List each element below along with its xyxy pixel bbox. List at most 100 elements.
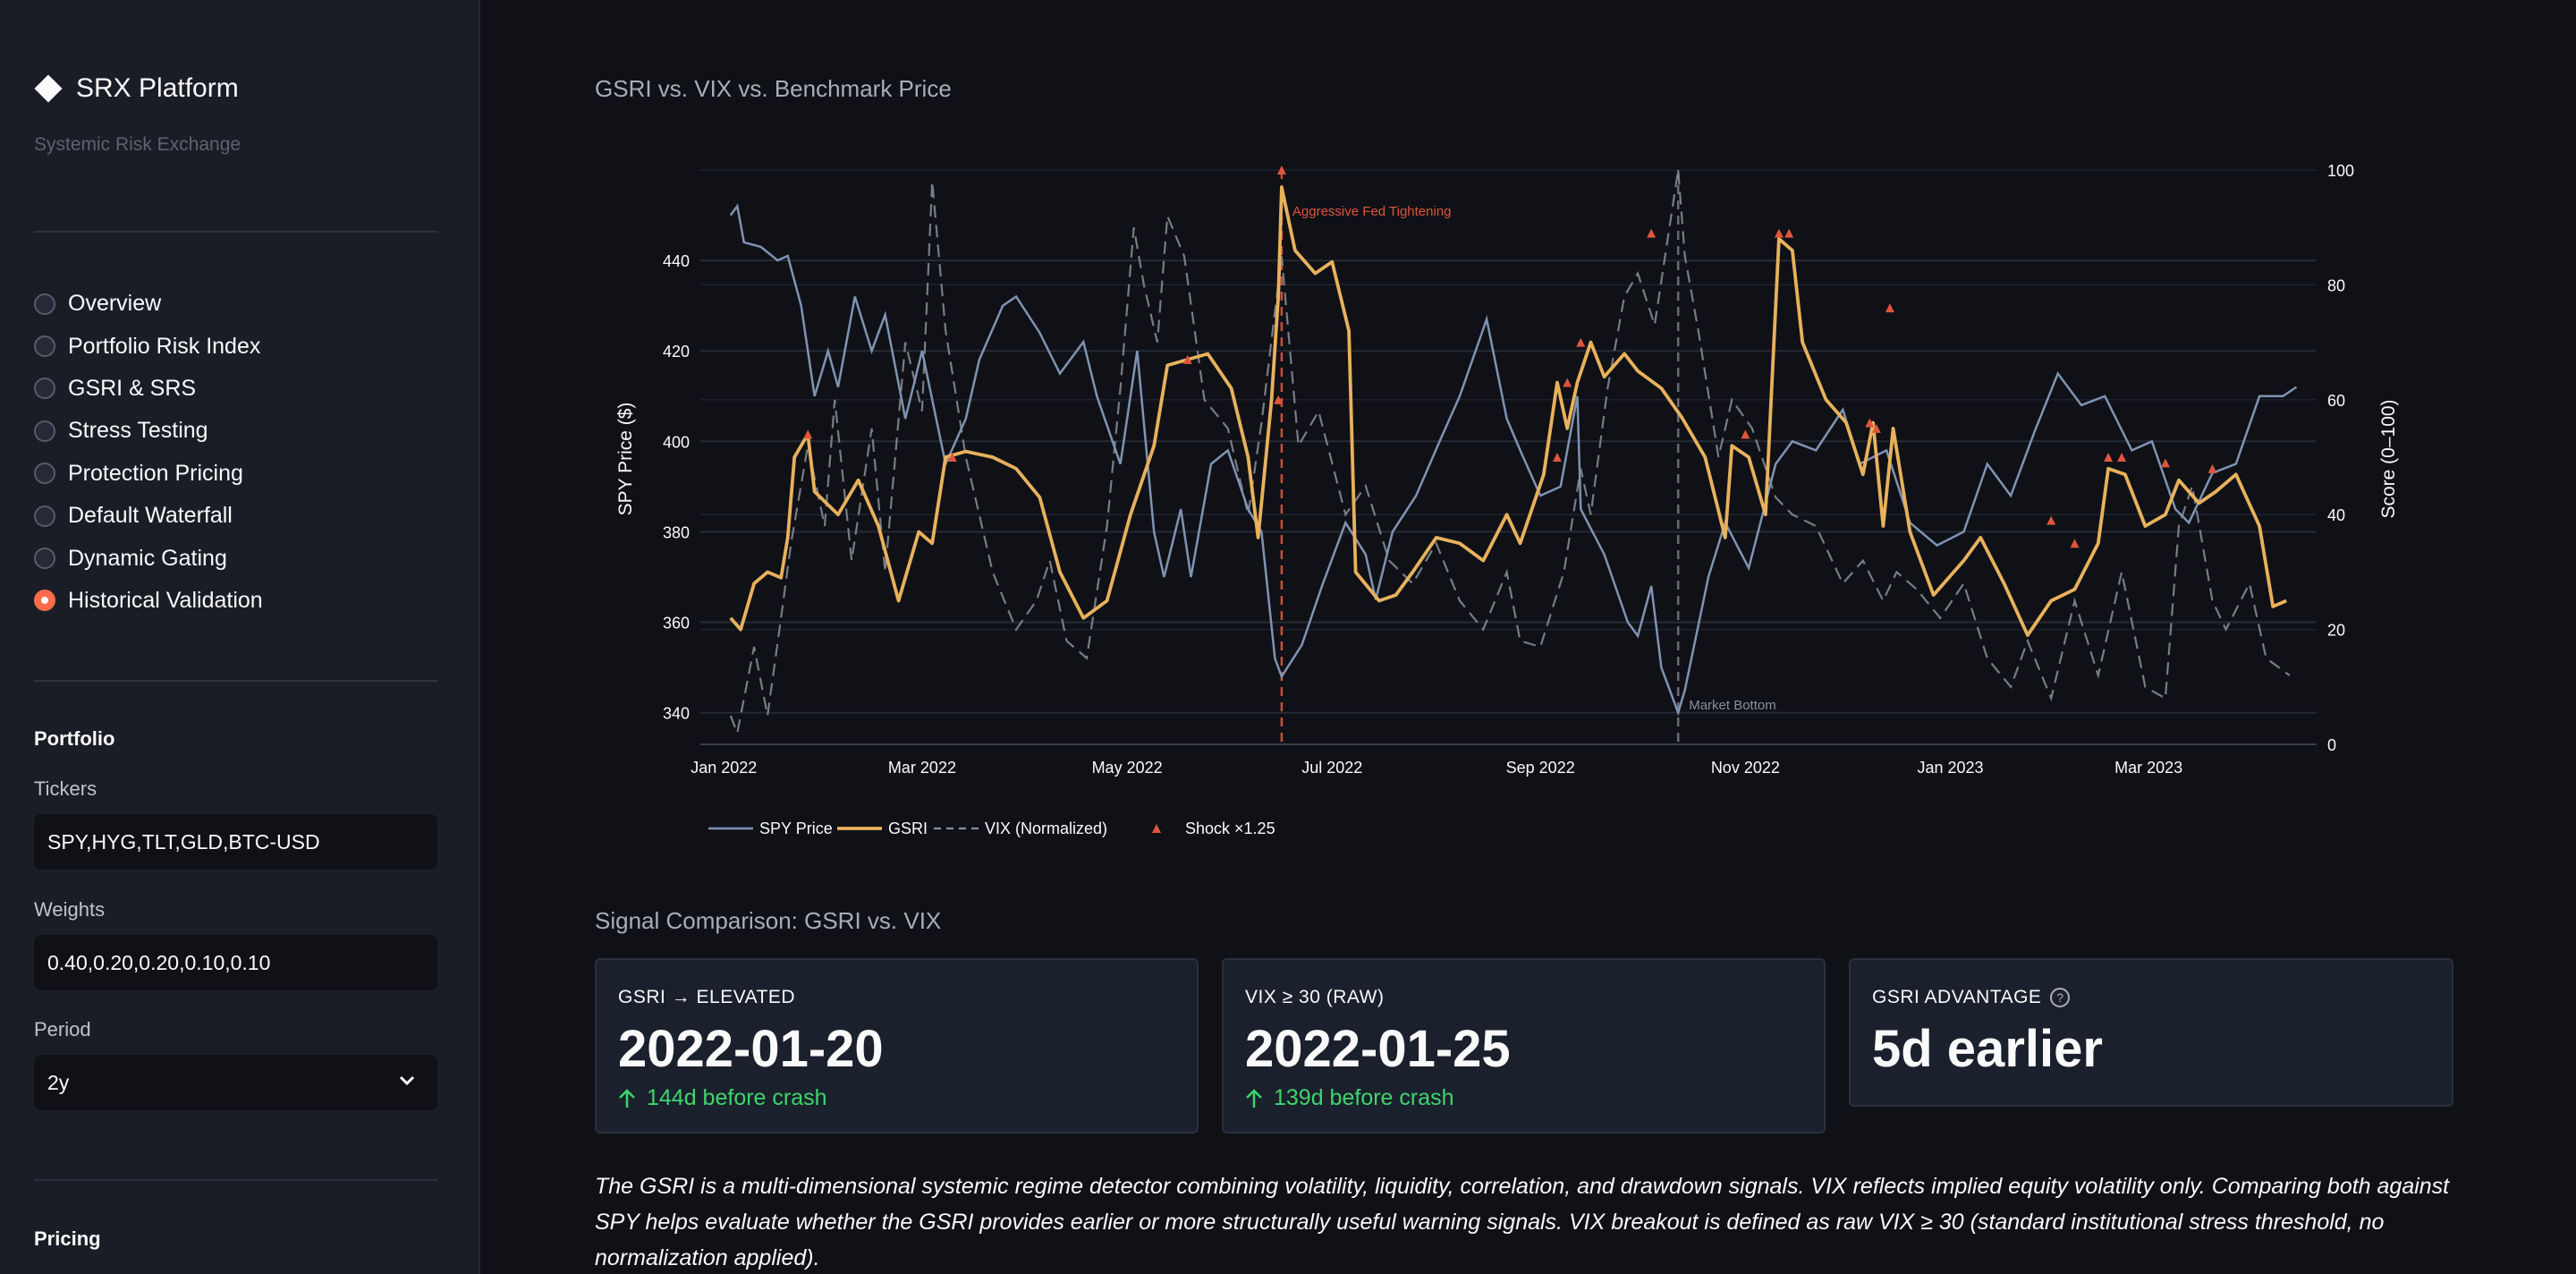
nav-item-overview[interactable]: Overview bbox=[34, 283, 263, 325]
shock-marker bbox=[1647, 228, 1657, 238]
shock-marker bbox=[1774, 228, 1784, 238]
y-right-tick-label: 40 bbox=[2327, 506, 2345, 524]
shock-marker bbox=[2160, 458, 2170, 468]
radio-button[interactable] bbox=[34, 420, 55, 442]
nav-item-dynamic-gating[interactable]: Dynamic Gating bbox=[34, 537, 263, 579]
card-delta-text: 139d before crash bbox=[1274, 1085, 1454, 1110]
radio-button[interactable] bbox=[34, 378, 55, 400]
x-tick-label: Jan 2023 bbox=[1917, 759, 1983, 777]
divider bbox=[34, 680, 437, 682]
shock-marker bbox=[2104, 453, 2114, 462]
shock-marker bbox=[1784, 228, 1794, 238]
nav-item-default-waterfall[interactable]: Default Waterfall bbox=[34, 495, 263, 537]
spy-price-line bbox=[729, 203, 2298, 717]
y-left-tick-label: 360 bbox=[663, 615, 690, 633]
tickers-label: Tickers bbox=[34, 777, 97, 800]
gsri-line bbox=[729, 185, 2287, 637]
nav-item-protection-pricing[interactable]: Protection Pricing bbox=[34, 453, 263, 495]
annotation-label: Aggressive Fed Tightening bbox=[1292, 204, 1452, 219]
shock-marker bbox=[1552, 453, 1562, 462]
pricing-heading: Pricing bbox=[34, 1227, 101, 1250]
shock-marker bbox=[1182, 354, 1192, 364]
y-right-tick-label: 20 bbox=[2327, 622, 2345, 640]
x-tick-label: Jan 2022 bbox=[691, 759, 757, 777]
shock-marker bbox=[1563, 378, 1572, 387]
gsri-advantage-card: GSRI ADVANTAGE ? 5d earlier bbox=[1849, 958, 2453, 1107]
shock-marker bbox=[1741, 429, 1750, 439]
legend-label: GSRI bbox=[888, 820, 928, 837]
card-label-text: GSRI ADVANTAGE bbox=[1872, 987, 2042, 1007]
y-right-tick-label: 60 bbox=[2327, 392, 2345, 410]
comparison-title: Signal Comparison: GSRI vs. VIX bbox=[595, 907, 942, 934]
y-axis-right-label: Score (0–100) bbox=[2378, 399, 2399, 518]
chart-title: GSRI vs. VIX vs. Benchmark Price bbox=[595, 75, 952, 102]
radio-button[interactable] bbox=[34, 463, 55, 485]
annotation-label: Market Bottom bbox=[1689, 698, 1776, 713]
shock-marker bbox=[2207, 463, 2217, 473]
arrow-up-icon bbox=[1246, 1088, 1262, 1108]
nav-item-historical-validation[interactable]: Historical Validation bbox=[34, 580, 263, 622]
weights-label: Weights bbox=[34, 898, 106, 921]
nav-item-label: Overview bbox=[68, 291, 162, 317]
divider bbox=[34, 1179, 437, 1181]
x-tick-label: May 2022 bbox=[1092, 759, 1163, 777]
legend-item: VIX (Normalized) bbox=[934, 820, 1107, 837]
tickers-input[interactable]: SPY,HYG,TLT,GLD,BTC-USD bbox=[34, 814, 437, 870]
shock-marker bbox=[1865, 418, 1875, 428]
nav-item-label: Default Waterfall bbox=[68, 503, 233, 529]
card-label: GSRI → ELEVATED bbox=[618, 987, 796, 1007]
divider bbox=[34, 231, 437, 233]
nav-item-label: Protection Pricing bbox=[68, 460, 243, 486]
nav-item-label: Portfolio Risk Index bbox=[68, 333, 261, 359]
y-right-tick-label: 80 bbox=[2327, 276, 2345, 294]
radio-button[interactable] bbox=[34, 293, 55, 315]
diamond-icon bbox=[34, 74, 63, 103]
nav-item-label: Historical Validation bbox=[68, 587, 263, 613]
nav-item-portfolio-risk-index[interactable]: Portfolio Risk Index bbox=[34, 325, 263, 367]
brand-title: SRX Platform bbox=[76, 73, 239, 103]
radio-button[interactable] bbox=[34, 548, 55, 570]
radio-button[interactable] bbox=[34, 590, 55, 612]
y-left-tick-label: 400 bbox=[663, 433, 690, 451]
legend-item: GSRI bbox=[837, 820, 928, 837]
radio-button[interactable] bbox=[34, 335, 55, 358]
x-tick-label: Mar 2022 bbox=[888, 759, 956, 777]
shock-marker bbox=[2046, 515, 2056, 525]
y-right-tick-label: 0 bbox=[2327, 736, 2336, 754]
vix-raw-card: VIX ≥ 30 (RAW) 2022-01-25 139d before cr… bbox=[1222, 958, 1826, 1134]
portfolio-heading: Portfolio bbox=[34, 727, 115, 750]
x-tick-label: Mar 2023 bbox=[2114, 759, 2182, 777]
shock-marker bbox=[1276, 166, 1286, 174]
legend-label: VIX (Normalized) bbox=[985, 820, 1107, 837]
nav-item-stress-testing[interactable]: Stress Testing bbox=[34, 410, 263, 452]
card-value: 2022-01-20 bbox=[618, 1020, 884, 1078]
nav-item-gsri-srs[interactable]: GSRI & SRS bbox=[34, 368, 263, 410]
nav-item-label: GSRI & SRS bbox=[68, 375, 197, 401]
period-select[interactable]: 2y bbox=[34, 1055, 437, 1110]
legend-label: Shock ×1.25 bbox=[1185, 820, 1275, 837]
weights-input[interactable]: 0.40,0.20,0.20,0.10,0.10 bbox=[34, 935, 437, 990]
y-right-tick-label: 100 bbox=[2327, 162, 2354, 180]
methodology-note: The GSRI is a multi-dimensional systemic… bbox=[595, 1174, 2450, 1270]
legend-label: SPY Price bbox=[759, 820, 833, 837]
radio-button[interactable] bbox=[34, 505, 55, 527]
period-label: Period bbox=[34, 1018, 91, 1040]
x-tick-label: Sep 2022 bbox=[1506, 759, 1575, 777]
card-value: 2022-01-25 bbox=[1245, 1020, 1511, 1078]
gsri-vix-chart: 340 360 380 400 420 440 0 20 40 60 80 100 Jan 2022… bbox=[615, 162, 2399, 837]
shock-marker bbox=[2117, 453, 2127, 462]
x-tick-label: Jul 2022 bbox=[1301, 759, 1362, 777]
nav-item-label: Stress Testing bbox=[68, 418, 208, 444]
shock-marker bbox=[2070, 539, 2080, 548]
card-delta-text: 144d before crash bbox=[647, 1085, 827, 1110]
y-left-tick-label: 340 bbox=[663, 705, 690, 723]
brand-subtitle: Systemic Risk Exchange bbox=[34, 134, 242, 155]
vix-normalized-line bbox=[729, 169, 2291, 737]
y-left-tick-label: 420 bbox=[663, 343, 690, 361]
card-value: 5d earlier bbox=[1872, 1020, 2103, 1078]
shock-marker bbox=[1871, 423, 1881, 433]
period-value: 2y bbox=[47, 1070, 70, 1094]
shock-marker bbox=[1885, 303, 1894, 313]
chevron-down-icon bbox=[399, 1075, 415, 1086]
help-icon[interactable]: ? bbox=[2050, 988, 2071, 1007]
